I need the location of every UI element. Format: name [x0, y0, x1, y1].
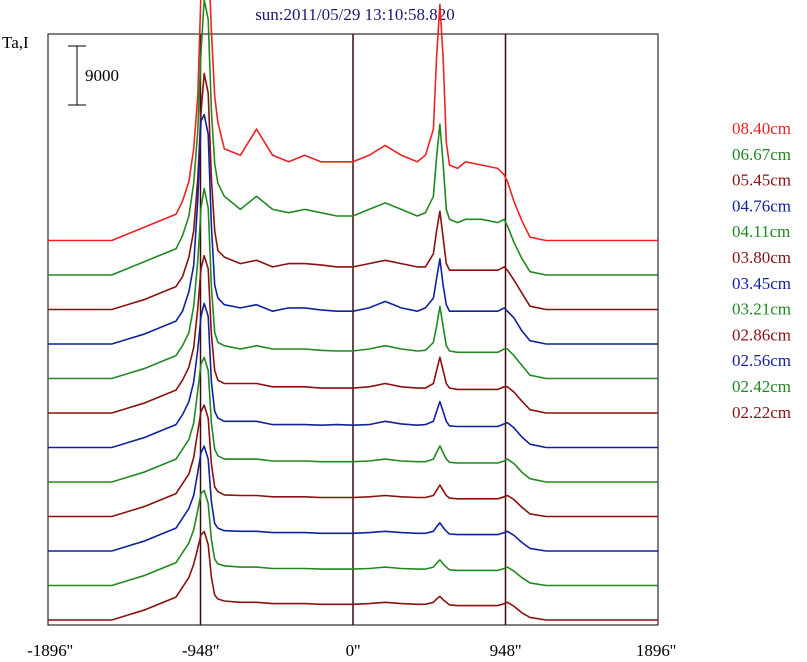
legend: 08.40cm 06.67cm 05.45cm 04.76cm 04.11cm 03.80…	[732, 119, 791, 422]
series-line-02.86cm	[48, 404, 658, 518]
series-line-04.11cm	[48, 187, 658, 380]
y-axis-label: Ta,I	[2, 33, 29, 52]
legend-entry: 05.45cm	[732, 171, 791, 190]
legend-entry: 02.86cm	[732, 325, 791, 344]
legend-entry: 02.56cm	[732, 351, 791, 370]
scale-bar-label: 9000	[85, 66, 119, 85]
series-line-02.22cm	[48, 530, 658, 621]
series-line-06.67cm	[48, 0, 658, 276]
legend-entry: 03.45cm	[732, 274, 791, 293]
legend-entry: 03.21cm	[732, 300, 791, 319]
series-line-08.40cm	[48, 0, 658, 242]
x-tick-labels: -1896'' -948'' 0'' 948'' 1896''	[27, 641, 676, 660]
chart-title: sun:2011/05/29 13:10:58.820	[255, 5, 455, 24]
series-line-03.21cm	[48, 356, 658, 483]
legend-entry: 04.11cm	[732, 222, 790, 241]
x-tick-label: 0''	[346, 641, 361, 660]
series-line-05.45cm	[48, 72, 658, 311]
x-tick-label: -948''	[182, 641, 219, 660]
legend-entry: 04.76cm	[732, 196, 791, 215]
series-line-02.42cm	[48, 489, 658, 587]
series-line-03.45cm	[48, 302, 658, 449]
x-tick-label: -1896''	[27, 641, 73, 660]
series-line-03.80cm	[48, 254, 658, 414]
x-tick-label: 1896''	[636, 641, 676, 660]
series-line-04.76cm	[48, 113, 658, 345]
series-layer	[48, 0, 658, 621]
legend-entry: 02.22cm	[732, 403, 791, 422]
series-line-02.56cm	[48, 445, 658, 552]
legend-entry: 03.80cm	[732, 248, 791, 267]
x-tick-label: 948''	[490, 641, 522, 660]
limb-lines	[199, 34, 507, 625]
legend-entry: 08.40cm	[732, 119, 791, 138]
scale-bar: 9000	[68, 45, 119, 106]
legend-entry: 06.67cm	[732, 145, 791, 164]
legend-entry: 02.42cm	[732, 377, 791, 396]
